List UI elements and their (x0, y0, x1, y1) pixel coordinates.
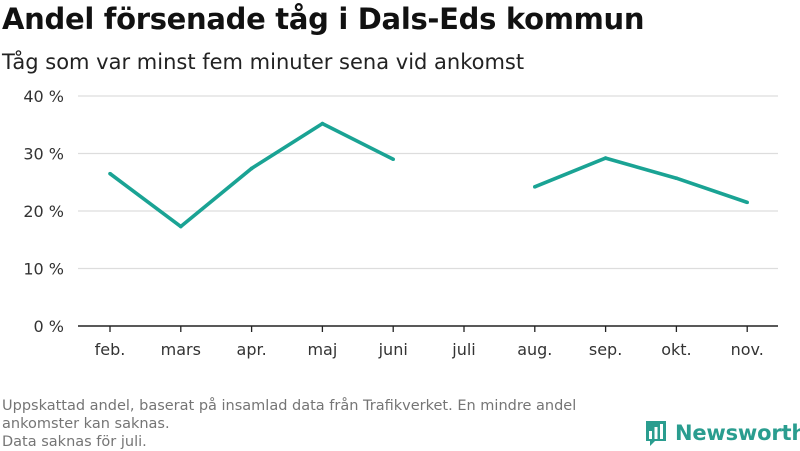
line-chart: 0 % 10 % 20 % 30 % 40 % feb. mars apr. maj juni j… (23, 87, 778, 359)
footnote-line: Uppskattad andel, baserat på insamlad da… (2, 398, 577, 432)
x-tick-label: apr. (237, 340, 267, 359)
y-axis-labels: 0 % 10 % 20 % 30 % 40 % (23, 87, 64, 336)
series-line (108, 121, 749, 229)
chart-title: Andel försenade tåg i Dals-Eds kommun (2, 2, 645, 36)
data-point (603, 156, 608, 160)
x-tick-label: juli (451, 340, 475, 359)
data-point (391, 157, 396, 162)
x-tick-label: maj (307, 340, 337, 359)
chart-subtitle: Tåg som var minst fem minuter sena vid a… (2, 50, 525, 74)
x-tick-label: aug. (517, 340, 552, 359)
data-point (108, 171, 112, 176)
y-tick-label: 0 % (34, 317, 64, 336)
footnote-line: Data saknas för juli. (2, 434, 147, 450)
y-tick-label: 30 % (23, 145, 64, 164)
data-point (320, 121, 325, 126)
y-tick-label: 20 % (23, 202, 64, 221)
x-axis: feb. mars apr. maj juni juli aug. sep. okt. nov. (78, 325, 778, 359)
series-line-segment (534, 156, 748, 205)
grid-lines (78, 95, 778, 270)
x-tick-label: mars (161, 340, 201, 359)
y-tick-label: 10 % (23, 260, 64, 279)
brand-name: Newsworthy (675, 421, 800, 445)
data-point (179, 224, 183, 229)
data-point (674, 176, 679, 181)
newsworthy-logo-icon (646, 421, 666, 446)
x-tick-label: feb. (95, 340, 126, 359)
data-point (249, 166, 254, 171)
x-tick-label: sep. (589, 340, 622, 359)
data-point (745, 200, 749, 205)
y-tick-label: 40 % (23, 87, 64, 106)
footnote: Uppskattad andel, baserat på insamlad da… (2, 397, 642, 451)
x-tick-label: nov. (731, 340, 764, 359)
x-tick-label: okt. (661, 340, 691, 359)
data-point (533, 185, 537, 189)
x-tick-label: juni (378, 340, 408, 359)
brand: Newsworthy (644, 418, 800, 448)
